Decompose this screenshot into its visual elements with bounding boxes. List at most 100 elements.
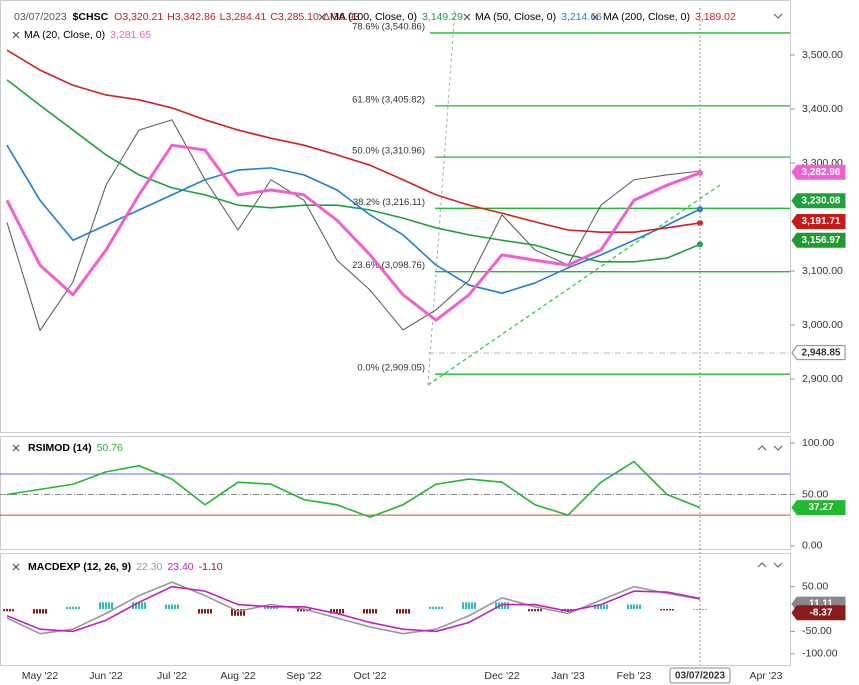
- histogram-bar: [702, 609, 704, 610]
- panel-icons[interactable]: [757, 445, 783, 451]
- legend-value: 3,189.02: [695, 11, 736, 23]
- histogram-bar: [141, 602, 143, 610]
- series-line: [6, 585, 701, 633]
- price-tag: [791, 232, 846, 248]
- legend-name: MA (200, Close, 0): [603, 11, 690, 23]
- macd-value: 23.40: [167, 561, 193, 573]
- histogram-bar: [111, 602, 113, 610]
- histogram-bar: [372, 609, 374, 614]
- histogram-bar: [237, 609, 239, 616]
- panel-title: MACDEXP (12, 26, 9) 22.30 23.40 -1.10: [28, 561, 223, 573]
- fib-label: 50.0% (3,310.96): [352, 146, 425, 157]
- header-low: L3,284.41: [220, 11, 267, 23]
- histogram-bar: [663, 609, 665, 611]
- price-tag-label: 3,230.08: [802, 195, 841, 206]
- legend-name: MA (20, Close, 0): [24, 29, 105, 41]
- histogram-bar: [330, 609, 332, 614]
- histogram-bar: [495, 602, 497, 610]
- histogram-bar: [696, 609, 698, 610]
- histogram-bar: [267, 606, 269, 610]
- histogram-bar: [438, 606, 440, 610]
- histogram-bar: [474, 602, 476, 610]
- histogram-bar: [300, 609, 302, 612]
- header-symbol: $CHSC: [73, 11, 109, 23]
- histogram-bar: [432, 606, 434, 610]
- macd-title: MACDEXP (12, 26, 9): [28, 561, 131, 573]
- histogram-bar: [240, 609, 242, 616]
- histogram-bar: [105, 602, 107, 610]
- histogram-bar: [603, 604, 605, 610]
- histogram-bar: [99, 602, 101, 610]
- macd-value: -1.10: [199, 561, 223, 573]
- y-tick-label: -100.00: [802, 648, 838, 660]
- fib-label: 78.6% (3,540.86): [352, 21, 425, 32]
- histogram-bar: [336, 609, 338, 614]
- y-tick-label: 50.00: [802, 488, 828, 500]
- histogram-bar: [39, 609, 41, 614]
- histogram-bar: [534, 609, 536, 612]
- price-tag-label: 3,156.97: [802, 235, 841, 246]
- histogram-bar: [528, 609, 530, 612]
- histogram-bar: [501, 602, 503, 610]
- histogram-bar: [666, 609, 668, 611]
- fib-label: 61.8% (3,405.82): [352, 94, 425, 105]
- histogram-bar: [138, 602, 140, 610]
- histogram-bar: [33, 609, 35, 614]
- histogram-bar: [333, 609, 335, 614]
- histogram-bar: [273, 606, 275, 610]
- histogram-bar: [177, 604, 179, 610]
- x-tick-label: Dec '22: [484, 670, 519, 682]
- legend-value: 3,281.65: [110, 29, 151, 41]
- histogram-bar: [600, 604, 602, 610]
- legend-entry: MA (50, Close, 0) 3,214.66: [475, 11, 602, 23]
- histogram-bar: [108, 602, 110, 610]
- macd-panel: [0, 553, 791, 666]
- histogram-bar: [42, 609, 44, 614]
- remove-icon: [12, 31, 20, 39]
- panel-frames: [0, 0, 791, 666]
- histogram-bar: [204, 609, 206, 614]
- series-end-dot: [697, 219, 703, 226]
- histogram-bar: [303, 609, 305, 612]
- histogram-bar: [9, 609, 11, 612]
- current-date-box: [669, 667, 731, 684]
- histogram-bar: [168, 604, 170, 610]
- y-tick-label: 50.00: [802, 580, 828, 592]
- histogram-bar: [12, 609, 14, 612]
- histogram-bar: [270, 606, 272, 610]
- x-tick-label: Jul '22: [157, 670, 187, 682]
- histogram-bar: [669, 609, 671, 611]
- remove-icon: [12, 563, 20, 571]
- x-tick-label: 03/07/2023: [675, 671, 725, 682]
- legend-name: MA (50, Close, 0): [475, 11, 556, 23]
- remove-icon: [318, 13, 326, 21]
- histogram-bar: [660, 609, 662, 611]
- price-tag: [791, 193, 846, 209]
- y-tick-label: 2,900.00: [802, 373, 843, 385]
- histogram-bar: [402, 609, 404, 614]
- histogram-bar: [69, 606, 71, 610]
- remove-icon: [12, 444, 20, 452]
- histogram-bar: [36, 609, 38, 614]
- panel-icons[interactable]: [757, 562, 783, 568]
- price-tag: [791, 500, 846, 516]
- panel-title: RSIMOD (14) 50.76: [28, 442, 123, 454]
- x-tick-label: Sep '22: [286, 670, 321, 682]
- collapse-icon[interactable]: [773, 13, 783, 19]
- histogram-bar: [198, 609, 200, 614]
- histogram-bar: [45, 609, 47, 614]
- histogram-bar: [468, 602, 470, 610]
- y-tick-label: 3,100.00: [802, 265, 843, 277]
- histogram-bar: [441, 606, 443, 610]
- x-tick-label: Jan '23: [551, 670, 585, 682]
- series-line: [5, 143, 701, 322]
- histogram-bar: [78, 606, 80, 610]
- price-tag: [791, 164, 846, 180]
- price-tag: [791, 605, 846, 621]
- histogram-bar: [630, 604, 632, 610]
- histogram-bar: [693, 609, 695, 610]
- legend-entry: MA (200, Close, 0) 3,189.02: [603, 11, 736, 23]
- x-tick-label: Apr '23: [750, 670, 783, 682]
- histogram-bar: [399, 609, 401, 614]
